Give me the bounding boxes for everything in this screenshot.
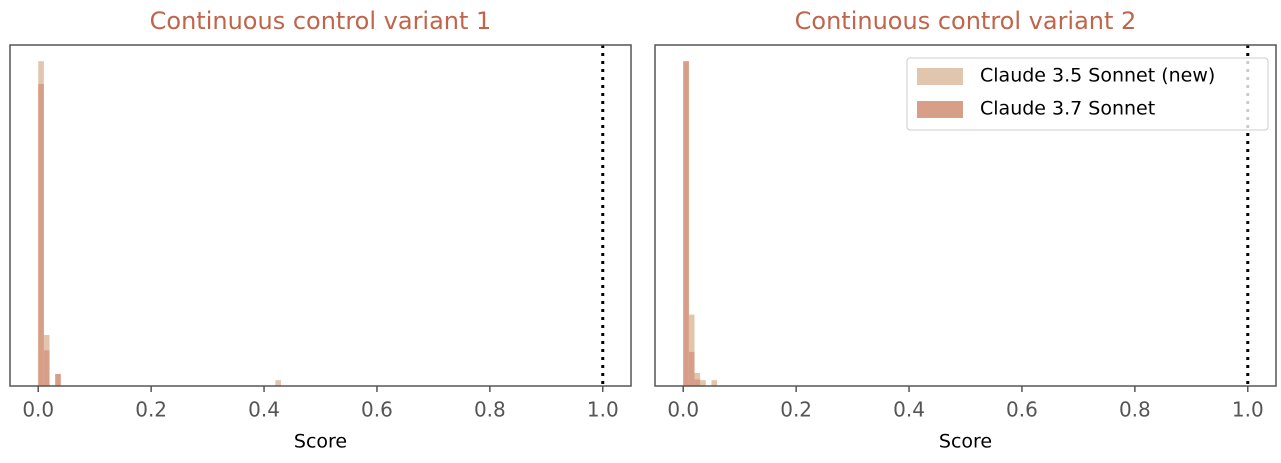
x-tick-label: 0.0 bbox=[667, 398, 699, 422]
x-tick-label: 0.0 bbox=[22, 398, 54, 422]
bar bbox=[694, 379, 701, 386]
chart-title: Continuous control variant 1 bbox=[150, 7, 492, 35]
x-tick-label: 0.6 bbox=[1006, 398, 1038, 422]
bar bbox=[275, 380, 281, 386]
legend-label: Claude 3.7 Sonnet bbox=[980, 98, 1155, 120]
x-tick-label: 0.8 bbox=[474, 398, 506, 422]
bar bbox=[711, 380, 718, 386]
x-tick-label: 0.4 bbox=[248, 398, 280, 422]
legend-label: Claude 3.5 Sonnet (new) bbox=[980, 65, 1215, 87]
legend-box bbox=[906, 57, 1269, 131]
x-tick-label: 0.2 bbox=[780, 398, 812, 422]
x-tick-label: 0.6 bbox=[361, 398, 393, 422]
bar bbox=[43, 350, 50, 386]
chart-title: Continuous control variant 2 bbox=[795, 7, 1137, 35]
plot-frame bbox=[654, 44, 1277, 387]
bar bbox=[688, 351, 695, 386]
bar bbox=[700, 380, 706, 386]
plot-frame bbox=[9, 44, 632, 387]
x-tick-label: 0.8 bbox=[1119, 398, 1151, 422]
x-axis-label: Score bbox=[294, 431, 347, 453]
legend-swatch bbox=[917, 68, 963, 85]
x-tick-label: 1.0 bbox=[587, 398, 619, 422]
bar bbox=[55, 373, 61, 386]
bar bbox=[683, 61, 689, 386]
x-axis-label: Score bbox=[939, 431, 992, 453]
x-tick-label: 0.4 bbox=[893, 398, 925, 422]
x-tick-label: 0.2 bbox=[135, 398, 167, 422]
bar bbox=[38, 83, 44, 386]
bar bbox=[688, 314, 695, 386]
x-tick-label: 1.0 bbox=[1232, 398, 1264, 422]
legend-swatch bbox=[917, 101, 963, 118]
